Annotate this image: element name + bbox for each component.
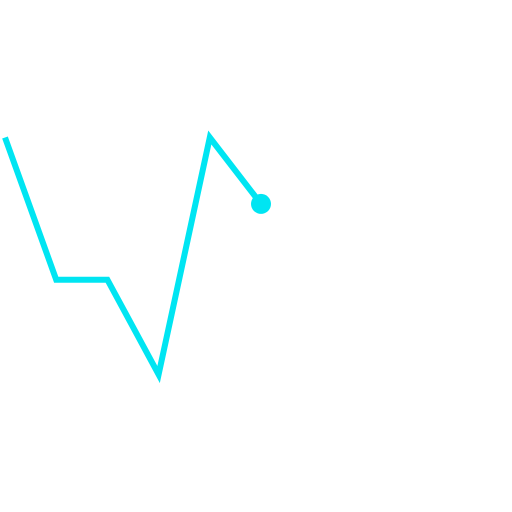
plot-area [2, 130, 271, 384]
series-end-point [251, 193, 271, 214]
series-line-1 [2, 130, 264, 384]
